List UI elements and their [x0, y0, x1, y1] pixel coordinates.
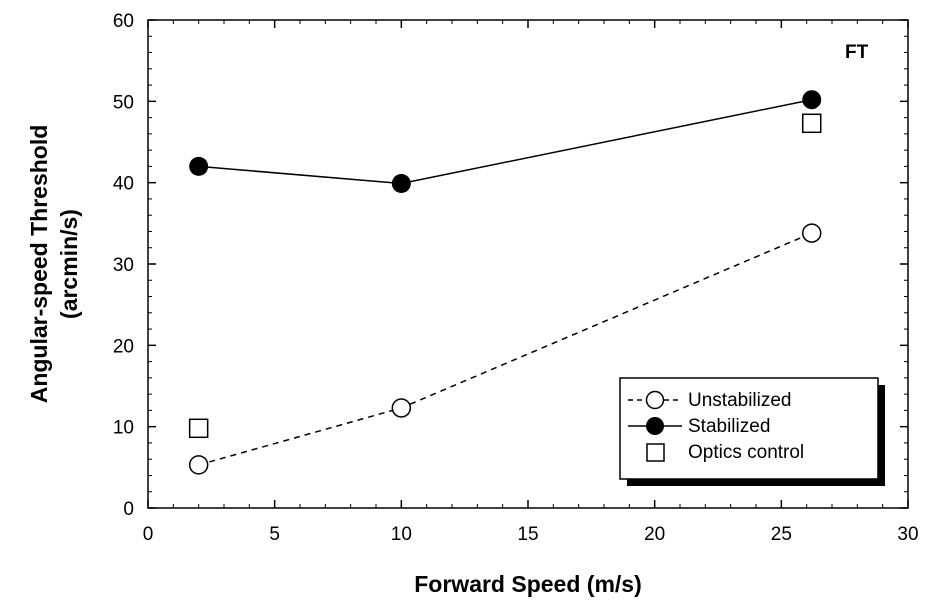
legend-marker-optics-control: [646, 443, 665, 462]
x-tick-label-3: 15: [517, 524, 538, 545]
legend: Unstabilized Stabilized Optics control: [619, 377, 885, 486]
y-axis-ticks: [148, 19, 908, 509]
y-axis-title-line-1: Angular-speed Threshold: [26, 125, 52, 404]
y-axis-title: Angular-speed Threshold (arcmin/s): [26, 125, 82, 404]
point-optics-control-0: [188, 418, 209, 439]
y-tick-label-3: 30: [113, 255, 134, 276]
point-stabilized-2: [802, 90, 822, 110]
legend-label-stabilized: Stabilized: [688, 416, 770, 437]
chart-annotation-ft: FT: [845, 42, 869, 63]
x-axis-title: Forward Speed (m/s): [414, 571, 641, 597]
x-tick-label-5: 25: [771, 524, 792, 545]
point-optics-control-1: [801, 113, 822, 134]
y-tick-label-1: 10: [113, 418, 134, 439]
x-tick-label-1: 5: [269, 524, 280, 545]
x-tick-label-2: 10: [391, 524, 412, 545]
point-unstabilized-1: [391, 398, 412, 418]
series-layer: [188, 90, 822, 475]
point-unstabilized-2: [801, 223, 822, 243]
point-stabilized-1: [391, 173, 411, 193]
series-line-stabilized: [198, 98, 812, 185]
x-axis-tick-labels: 0 5 10 15 20 25 30: [143, 524, 919, 545]
legend-label-unstabilized: Unstabilized: [688, 390, 792, 411]
y-tick-label-4: 40: [113, 174, 134, 195]
x-tick-label-6: 30: [897, 524, 918, 545]
x-tick-label-0: 0: [143, 524, 154, 545]
y-tick-label-2: 20: [113, 336, 134, 357]
y-tick-label-5: 50: [113, 92, 134, 113]
x-tick-label-4: 20: [644, 524, 665, 545]
y-tick-label-6: 60: [113, 11, 134, 32]
x-axis-ticks: [147, 20, 909, 508]
y-axis-title-line-2: (arcmin/s): [56, 209, 82, 319]
point-stabilized-0: [189, 156, 209, 176]
legend-label-optics-control: Optics control: [688, 442, 804, 463]
legend-marker-stabilized: [646, 417, 664, 435]
y-tick-label-0: 0: [123, 499, 134, 520]
point-unstabilized-0: [188, 455, 209, 475]
y-axis-tick-labels: 0 10 20 30 40 50 60: [113, 11, 134, 520]
legend-marker-unstabilized: [645, 390, 665, 410]
